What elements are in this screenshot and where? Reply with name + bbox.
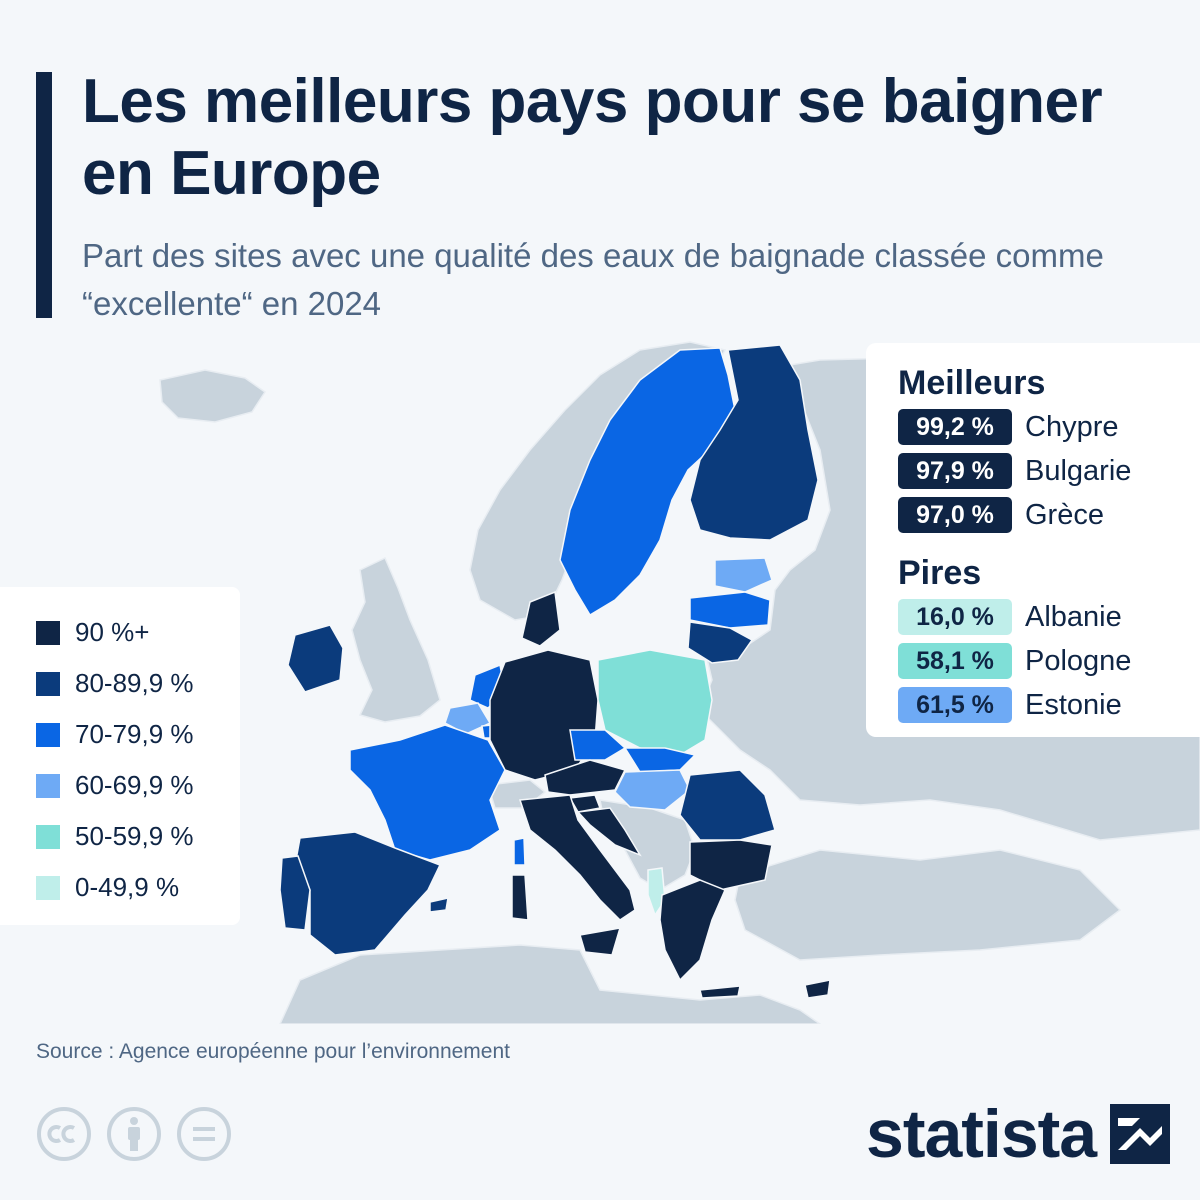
legend-item: 0-49,9 %: [36, 862, 240, 913]
best-row: 99,2 % Chypre: [898, 405, 1200, 449]
legend-label: 50-59,9 %: [75, 821, 194, 851]
turkey: [734, 849, 1122, 961]
best-row: 97,0 % Grèce: [898, 493, 1200, 537]
finland: [689, 344, 819, 541]
brand-wordmark: statista: [866, 1096, 1097, 1172]
legend-item: 50-59,9 %: [36, 811, 240, 862]
legend-label: 90 %+: [75, 617, 150, 647]
legend-swatch: [36, 824, 60, 849]
legend-item: 90 %+: [36, 607, 240, 658]
greece: [659, 879, 726, 982]
statista-brand[interactable]: statista: [866, 1096, 1171, 1172]
united-kingdom: [351, 556, 441, 723]
slovakia: [623, 747, 697, 773]
page-title: Les meilleurs pays pour se baigner en Eu…: [82, 67, 1103, 208]
country-name: Chypre: [1025, 410, 1119, 443]
value-badge: 97,0 %: [898, 497, 1012, 533]
legend-swatch: [36, 773, 60, 798]
balearic-islands: [429, 897, 449, 913]
iceland: [159, 369, 267, 423]
legend-swatch: [36, 875, 60, 900]
denmark: [521, 590, 561, 647]
legend-item: 80-89,9 %: [36, 658, 240, 709]
poland: [597, 649, 713, 756]
value-badge: 61,5 %: [898, 687, 1012, 723]
legend-label: 80-89,9 %: [75, 668, 194, 698]
statista-logo-icon: [1110, 1104, 1171, 1164]
portugal: [279, 855, 311, 931]
cyprus: [804, 979, 831, 999]
legend-swatch: [36, 620, 60, 645]
legend-label: 70-79,9 %: [75, 719, 194, 749]
cc-icon[interactable]: [36, 1106, 92, 1162]
italy: [518, 794, 636, 921]
country-name: Bulgarie: [1025, 454, 1132, 487]
worst-row: 58,1 % Pologne: [898, 639, 1200, 683]
lithuania: [687, 621, 754, 664]
legend: 90 %+ 80-89,9 % 70-79,9 % 60-69,9 % 50-5…: [0, 587, 240, 925]
worst-row: 16,0 % Albanie: [898, 595, 1200, 639]
legend-item: 60-69,9 %: [36, 760, 240, 811]
bulgaria: [689, 839, 773, 891]
best-heading: Meilleurs: [898, 364, 1046, 402]
country-name: Grèce: [1025, 498, 1104, 531]
croatia: [576, 807, 642, 857]
license-icons: [36, 1106, 232, 1162]
ireland: [287, 624, 344, 693]
country-name: Pologne: [1025, 644, 1132, 677]
ranking-panel: Meilleurs 99,2 % Chypre 97,9 % Bulgarie …: [866, 343, 1200, 737]
legend-item: 70-79,9 %: [36, 709, 240, 760]
sweden: [559, 347, 736, 617]
romania: [679, 769, 776, 841]
hungary: [614, 769, 691, 811]
country-name: Albanie: [1025, 600, 1122, 633]
worst-row: 61,5 % Estonie: [898, 683, 1200, 727]
belgium: [444, 702, 492, 735]
czechia: [569, 729, 627, 761]
eu-countries: [279, 344, 831, 999]
sicily: [579, 927, 622, 956]
value-badge: 58,1 %: [898, 643, 1012, 679]
legend-swatch: [36, 671, 60, 696]
page-subtitle: Part des sites avec une qualité des eaux…: [82, 237, 1104, 322]
latvia: [689, 591, 771, 629]
estonia: [714, 557, 773, 593]
north-africa: [279, 944, 822, 1024]
attribution-icon[interactable]: [106, 1106, 162, 1162]
legend-label: 60-69,9 %: [75, 770, 194, 800]
corsica: [513, 837, 526, 866]
value-badge: 99,2 %: [898, 409, 1012, 445]
crete: [699, 985, 741, 999]
worst-heading: Pires: [898, 554, 982, 592]
slovenia: [568, 794, 602, 813]
legend-label: 0-49,9 %: [75, 872, 180, 902]
value-badge: 16,0 %: [898, 599, 1012, 635]
country-name: Estonie: [1025, 688, 1122, 721]
legend-swatch: [36, 722, 60, 747]
source-note: Source : Agence européenne pour l’enviro…: [36, 1040, 510, 1063]
title-accent-bar: [36, 72, 52, 318]
no-derivatives-icon[interactable]: [176, 1106, 232, 1162]
austria: [544, 759, 627, 796]
sardinia: [511, 874, 529, 921]
value-badge: 97,9 %: [898, 453, 1012, 489]
best-row: 97,9 % Bulgarie: [898, 449, 1200, 493]
france: [349, 724, 506, 861]
